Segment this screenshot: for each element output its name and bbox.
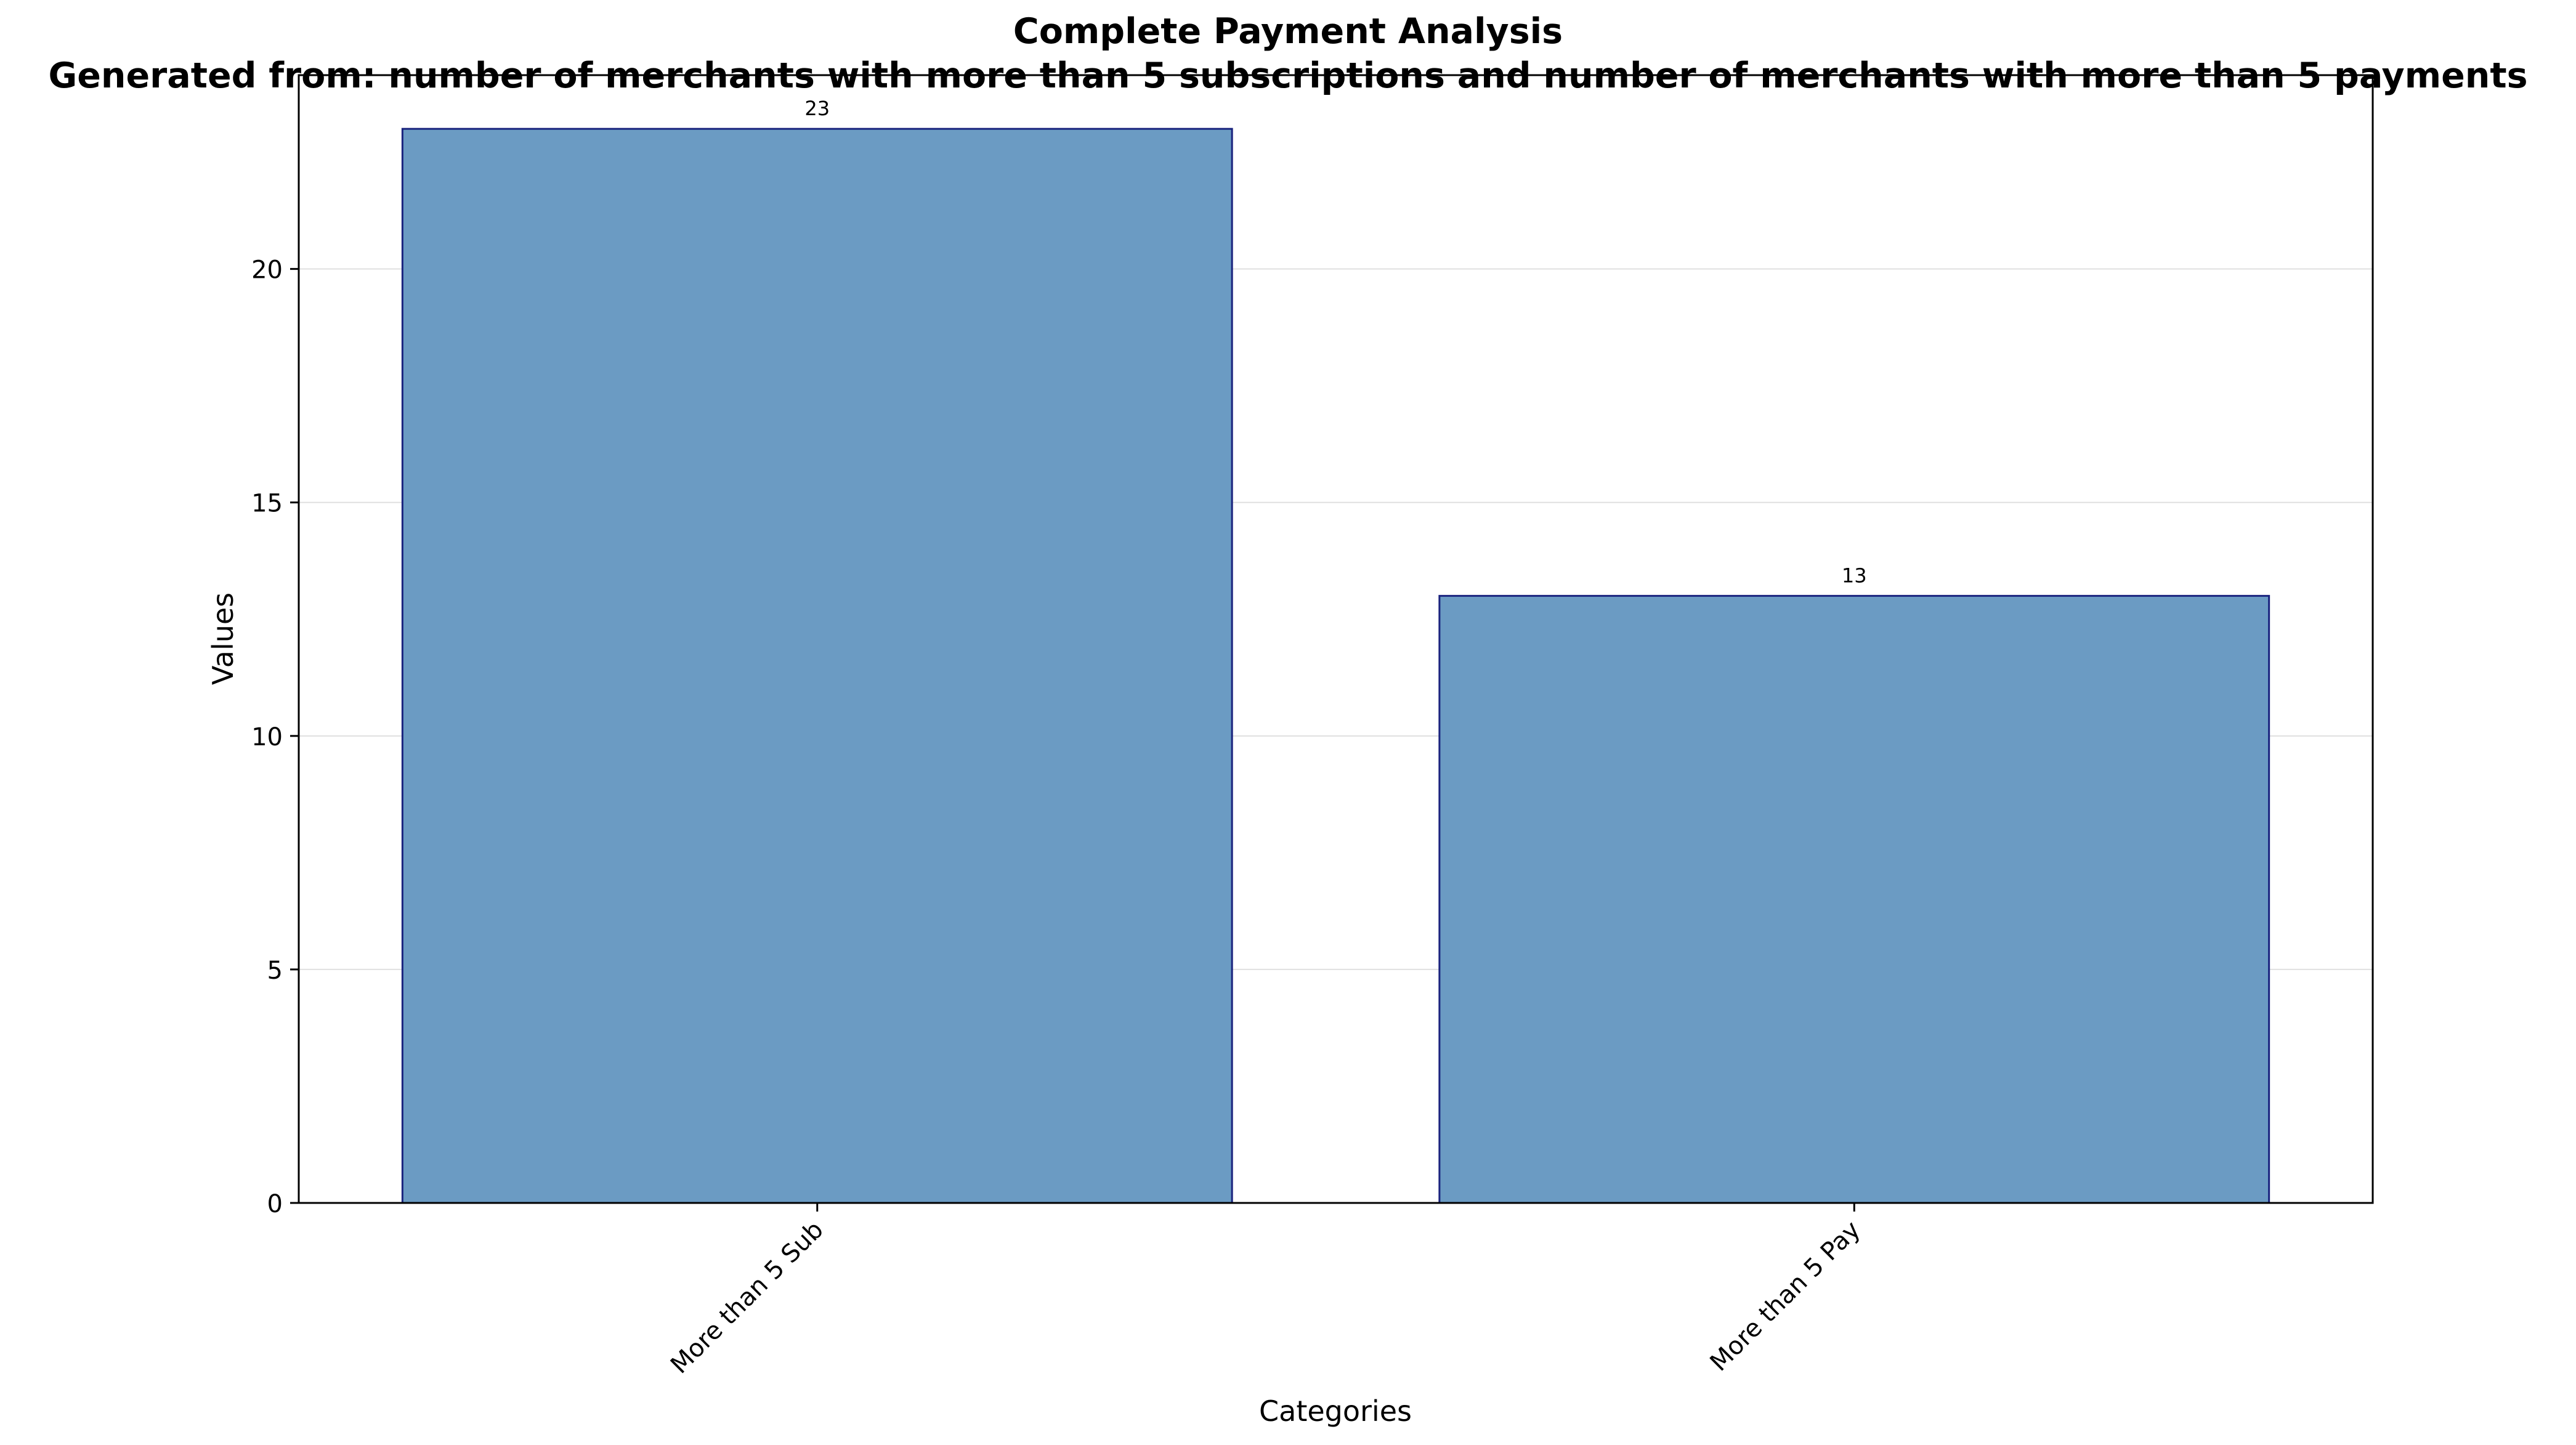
data-labels: 23 13 [804, 97, 1866, 587]
bar [401, 127, 1233, 1204]
y-tick-label: 0 [267, 1190, 283, 1218]
bar [1438, 594, 2270, 1204]
chart-title: Complete Payment Analysis [1013, 11, 1563, 52]
bars [401, 127, 2270, 1204]
y-tick-label: 10 [251, 723, 283, 751]
bar-value-label: 13 [1842, 564, 1867, 587]
y-tick-label: 5 [267, 957, 283, 985]
bar-value-label: 23 [804, 97, 830, 120]
y-tick-label: 15 [251, 490, 283, 518]
x-axis-label: Categories [1259, 1394, 1412, 1428]
plot-frame [298, 74, 2374, 1204]
y-tick-label: 20 [251, 256, 283, 285]
y-axis-label: Values [206, 593, 240, 685]
y-axis-ticks: 0 5 10 15 20 [251, 256, 299, 1218]
